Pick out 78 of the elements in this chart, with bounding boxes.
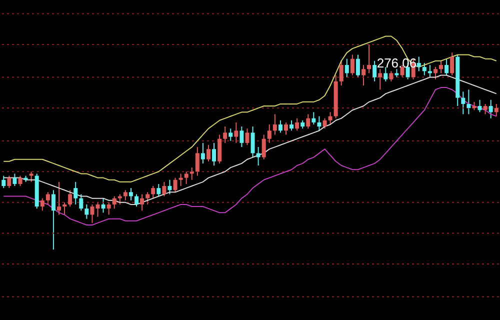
candlestick xyxy=(322,118,327,130)
candlestick xyxy=(190,167,194,180)
candlestick xyxy=(156,183,161,197)
candlestick xyxy=(134,194,139,208)
candlestick xyxy=(256,146,260,166)
candlestick xyxy=(444,58,449,76)
candlestick xyxy=(350,54,354,76)
candlestick xyxy=(344,58,349,78)
candlestick xyxy=(250,126,255,158)
candlestick xyxy=(372,60,377,82)
candlestick xyxy=(290,120,294,132)
candlestick xyxy=(62,202,67,216)
candlestick xyxy=(439,60,444,74)
candlestick xyxy=(466,89,471,115)
candlestick xyxy=(106,202,111,216)
candlestick xyxy=(278,120,282,134)
candlestick xyxy=(295,118,300,132)
candlestick xyxy=(79,194,84,212)
candlestick xyxy=(483,103,488,115)
candlestick xyxy=(267,124,272,144)
candlestick xyxy=(74,181,78,205)
candlestick xyxy=(367,44,372,74)
candlestick xyxy=(428,64,432,78)
candlestick xyxy=(7,175,12,189)
candlestick xyxy=(450,52,454,76)
candlestick xyxy=(46,192,50,205)
candlestick xyxy=(378,68,382,90)
candlestick xyxy=(488,99,493,119)
candlestick xyxy=(433,66,438,80)
candlestick xyxy=(234,122,238,144)
candlestick xyxy=(306,114,310,130)
candlestick xyxy=(223,126,228,144)
candlestick xyxy=(384,66,388,82)
candlestick xyxy=(339,60,344,86)
candlestick xyxy=(356,54,360,78)
candlestick xyxy=(51,190,56,250)
candlestick xyxy=(84,204,89,220)
candlestick xyxy=(118,194,122,205)
candlestick xyxy=(178,173,183,187)
candlestick xyxy=(494,103,498,117)
candlestick xyxy=(151,186,156,199)
candlestick xyxy=(328,112,332,125)
candlestick xyxy=(240,126,244,148)
candlestick xyxy=(56,181,61,216)
candlestick xyxy=(101,198,106,214)
candlestick xyxy=(461,91,466,115)
candlestick xyxy=(478,99,482,113)
candlestick xyxy=(184,171,188,184)
candlestick xyxy=(162,181,166,197)
candlestick xyxy=(2,175,6,189)
candlestick xyxy=(18,175,22,187)
candlestick xyxy=(200,142,205,164)
candlestick xyxy=(361,64,366,86)
candlestick xyxy=(212,142,216,166)
candlestick xyxy=(68,190,72,208)
candlestick xyxy=(284,122,288,136)
candlestick xyxy=(168,179,172,195)
candlestick xyxy=(422,62,426,76)
candlestick xyxy=(218,134,222,164)
candlestick xyxy=(173,177,178,193)
candlestick xyxy=(195,146,200,176)
candlestick xyxy=(140,194,144,212)
candlestick xyxy=(123,190,128,201)
candlestick xyxy=(245,128,250,146)
candlestick xyxy=(228,128,233,142)
candlestick xyxy=(12,173,17,187)
candlestick xyxy=(128,188,133,201)
candlestick xyxy=(40,198,44,212)
candlestick xyxy=(206,144,210,162)
candlestick xyxy=(317,116,322,132)
candlestick xyxy=(112,196,116,210)
candlestick xyxy=(262,134,266,160)
candlestick xyxy=(312,112,316,125)
candlestick xyxy=(272,114,277,136)
candlestick xyxy=(416,56,421,72)
candlestick xyxy=(146,192,150,205)
candlestick xyxy=(389,70,394,82)
candlestick xyxy=(29,171,34,182)
